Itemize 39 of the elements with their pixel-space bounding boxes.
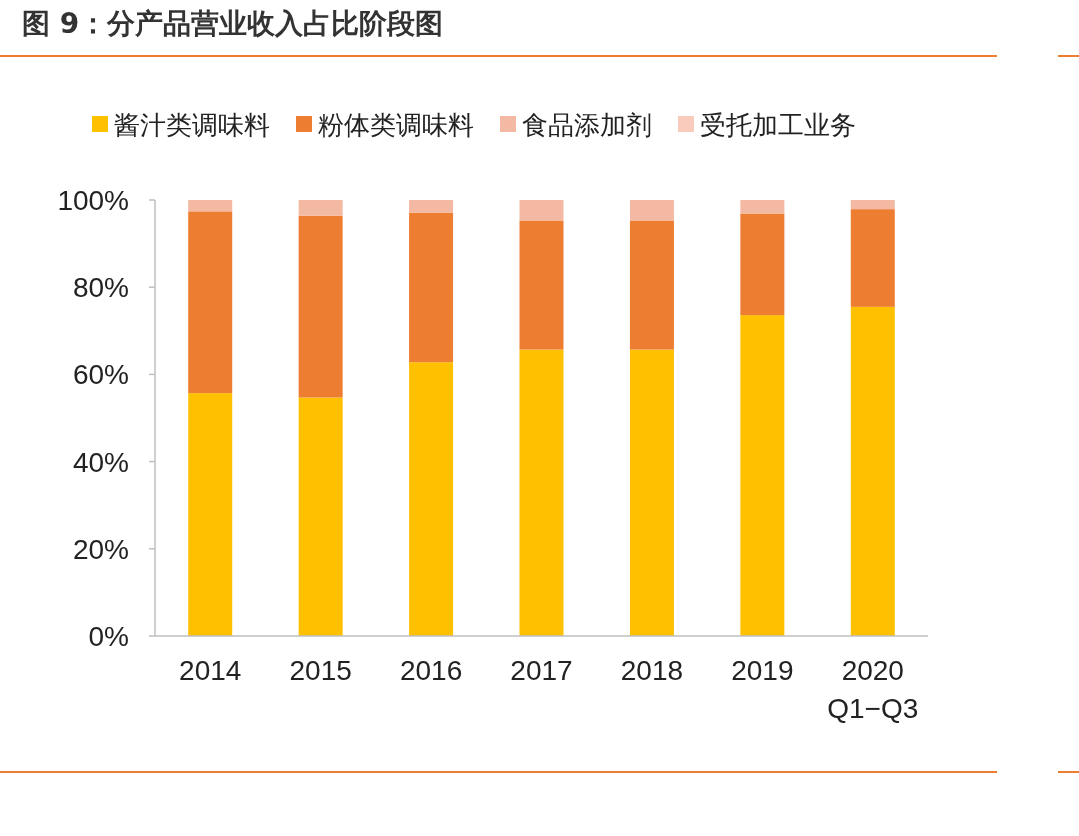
- y-tick-label: 0%: [88, 621, 129, 652]
- bar: [409, 200, 454, 213]
- x-tick-label: 2019: [731, 655, 794, 686]
- bar: [850, 200, 895, 210]
- y-tick-label: 20%: [72, 533, 129, 565]
- bar: [629, 200, 674, 221]
- legend-label: 粉体类调味料: [318, 110, 474, 140]
- chart-title: 图 9：分产品营业收入占比阶段图: [22, 7, 444, 40]
- bar: [740, 315, 785, 636]
- bar: [629, 220, 674, 350]
- bar: [740, 200, 785, 214]
- x-tick-label: 2016: [399, 655, 463, 686]
- bar: [850, 209, 895, 307]
- bar: [519, 349, 564, 636]
- y-tick-label: 80%: [72, 272, 129, 304]
- x-tick-label: 2014: [179, 655, 242, 686]
- bar: [298, 200, 343, 216]
- y-tick-label: 40%: [72, 446, 129, 478]
- legend-label: 受托加工业务: [700, 110, 856, 140]
- bar: [188, 200, 233, 212]
- y-tick-label: 60%: [72, 359, 129, 391]
- legend-label: 酱汁类调味料: [114, 110, 270, 140]
- bar: [519, 200, 564, 221]
- bar: [188, 211, 233, 394]
- bar: [188, 393, 233, 636]
- bar: [519, 220, 564, 350]
- legend-label: 食品添加剂: [522, 110, 652, 140]
- bar: [409, 212, 454, 363]
- x-tick-label: 2018: [620, 655, 684, 686]
- bar: [298, 397, 343, 636]
- y-tick-label: 100%: [57, 185, 129, 216]
- bar: [629, 349, 674, 636]
- bar: [298, 215, 343, 398]
- x-tick-label: 2017: [510, 655, 573, 686]
- x-tick-label: 2015: [289, 655, 352, 686]
- bar: [740, 213, 785, 316]
- bar: [850, 306, 895, 636]
- x-tick-label: 2020 Q1−Q3: [827, 655, 919, 724]
- bar: [409, 362, 454, 636]
